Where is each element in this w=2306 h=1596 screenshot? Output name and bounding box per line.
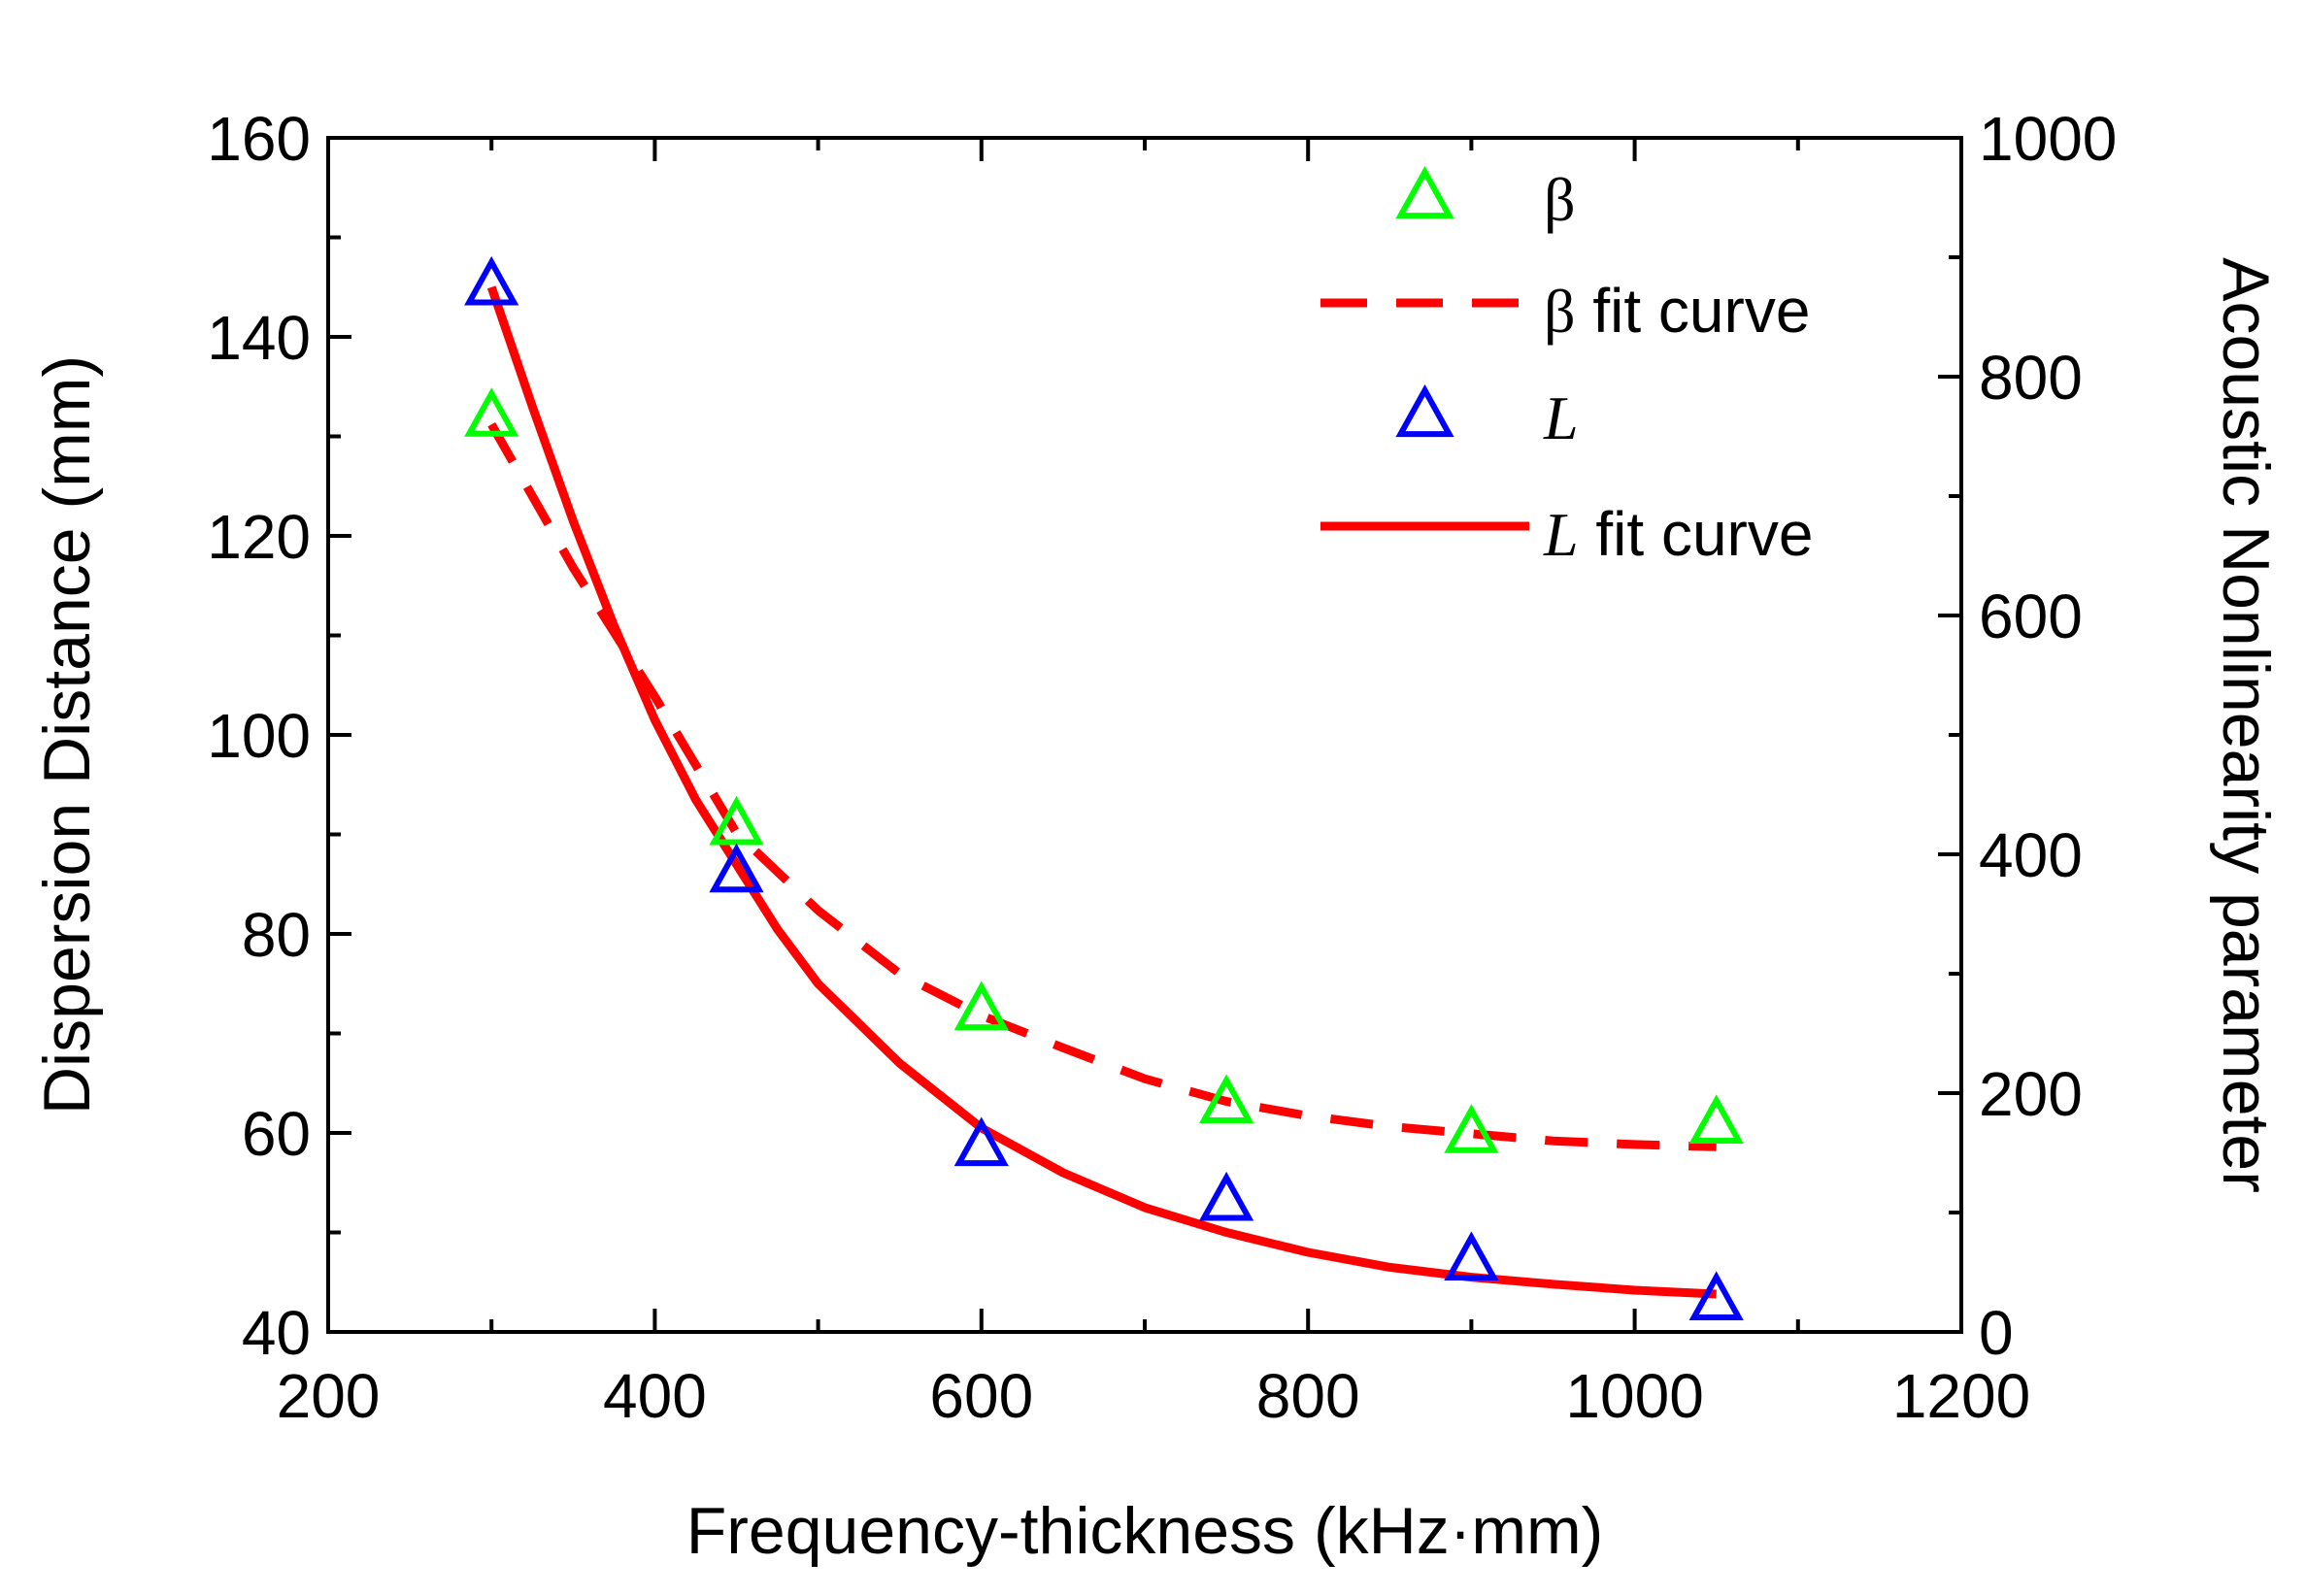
l-point	[1688, 1271, 1744, 1320]
legend-label-symbol: β	[1544, 165, 1576, 234]
y-left-tick-label: 60	[242, 1099, 311, 1169]
legend-item: β fit curve	[1320, 276, 1810, 346]
beta-fit-curve-line	[487, 421, 1717, 1151]
l-point	[953, 1116, 1009, 1167]
l-point	[709, 843, 764, 893]
l-point	[464, 255, 519, 306]
l-point	[1444, 1231, 1499, 1280]
legend-label: β fit curve	[1544, 276, 1810, 346]
y-left-tick-label: 120	[207, 502, 311, 572]
beta-point	[1688, 1094, 1744, 1144]
y-right-tick-label: 800	[1979, 343, 2083, 413]
beta-point	[1199, 1074, 1254, 1124]
legend-label: L	[1543, 383, 1579, 452]
legend-marker-icon	[1395, 165, 1454, 219]
beta-point	[953, 981, 1009, 1031]
x-tick-label: 1000	[1565, 1361, 1703, 1431]
y-right-tick-label: 200	[1979, 1059, 2083, 1129]
y-left-tick-label: 160	[207, 104, 311, 174]
legend-marker-icon	[1395, 383, 1454, 438]
y-right-tick-label: 1000	[1979, 104, 2117, 174]
beta-point	[464, 387, 519, 437]
legend-label: β	[1544, 165, 1576, 234]
legend-label-text: fit curve	[1579, 499, 1814, 569]
x-tick-label: 800	[1256, 1361, 1360, 1431]
legend-label: L fit curve	[1543, 499, 1813, 569]
y-left-tick-label: 100	[207, 701, 311, 771]
legend-item: L	[1395, 383, 1579, 452]
legend-label-text: fit curve	[1576, 276, 1811, 346]
y-left-tick-label: 40	[242, 1298, 311, 1368]
y-left-axis-title: Dispersion Distance (mm)	[30, 355, 104, 1114]
axes: 200 400 600 800 1000 1200 40 60 80 100 120 140 160 0 2…	[207, 104, 2117, 1431]
x-tick-label: 400	[603, 1361, 707, 1431]
legend-item: β	[1395, 165, 1576, 234]
beta-point	[1444, 1104, 1499, 1153]
x-tick-label: 1200	[1892, 1361, 2030, 1431]
x-tick-label: 200	[277, 1361, 381, 1431]
y-left-tick-label: 140	[207, 303, 311, 373]
l-point	[1199, 1171, 1254, 1221]
beta-point	[709, 795, 764, 846]
legend-label-symbol: β	[1544, 277, 1576, 346]
legend-item: L fit curve	[1320, 499, 1813, 569]
y-right-tick-label: 400	[1979, 820, 2083, 890]
y-left-tick-label: 80	[242, 900, 311, 970]
x-tick-label: 600	[929, 1361, 1033, 1431]
plot-marks	[464, 255, 1744, 1320]
y-right-tick-label: 0	[1979, 1298, 2014, 1368]
legend-label-symbol: L	[1543, 383, 1579, 452]
l-fit-curve-line	[486, 285, 1717, 1299]
y-right-tick-label: 600	[1979, 582, 2083, 651]
x-axis-title: Frequency-thickness (kHz·mm)	[686, 1494, 1604, 1568]
y-right-axis-title: Acoustic Nonlinearity parameter	[2209, 257, 2283, 1193]
legend-label-symbol: L	[1543, 500, 1579, 569]
